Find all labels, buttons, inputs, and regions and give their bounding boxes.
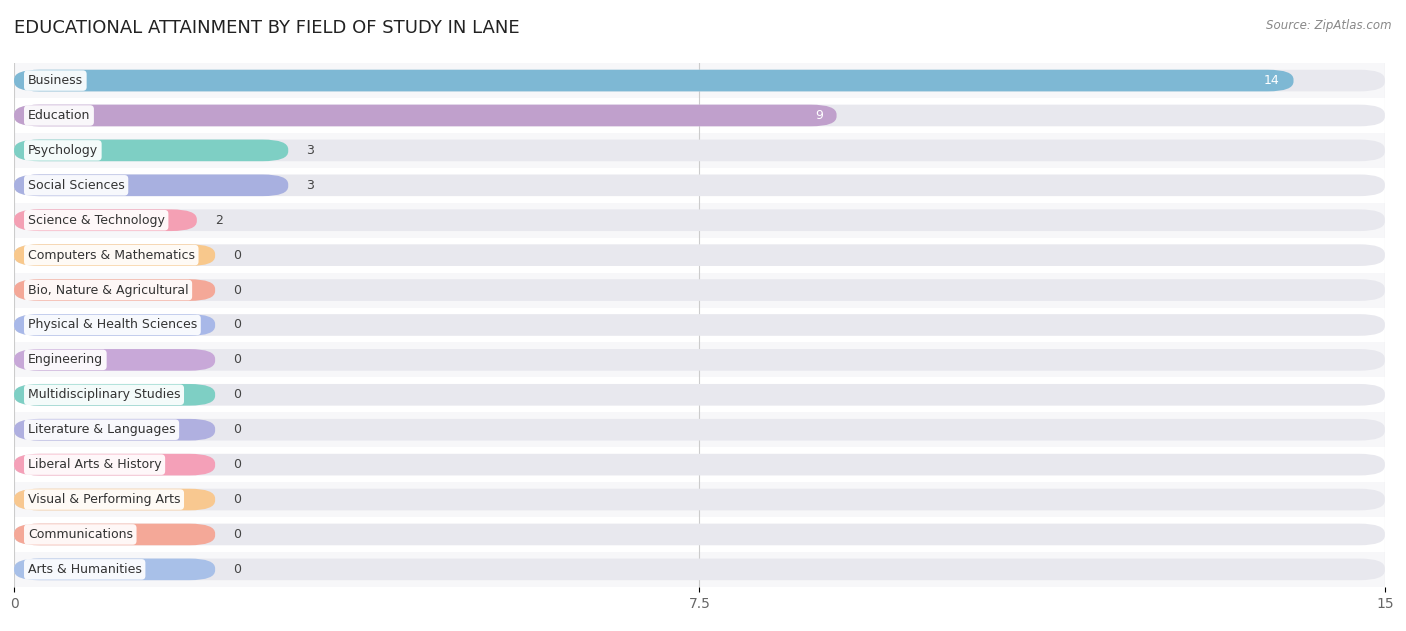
Bar — [14, 412, 1385, 447]
Text: 0: 0 — [233, 528, 242, 541]
FancyBboxPatch shape — [14, 524, 215, 545]
Bar — [14, 203, 1385, 238]
Bar — [14, 133, 1385, 168]
Text: Bio, Nature & Agricultural: Bio, Nature & Agricultural — [28, 283, 188, 297]
FancyBboxPatch shape — [14, 209, 1385, 231]
Text: 0: 0 — [233, 353, 242, 367]
Text: 9: 9 — [815, 109, 823, 122]
Bar — [14, 63, 1385, 98]
FancyBboxPatch shape — [14, 105, 837, 126]
Bar — [14, 517, 1385, 552]
FancyBboxPatch shape — [14, 349, 1385, 370]
FancyBboxPatch shape — [14, 454, 215, 475]
Text: Literature & Languages: Literature & Languages — [28, 423, 176, 436]
Text: Engineering: Engineering — [28, 353, 103, 367]
FancyBboxPatch shape — [14, 314, 1385, 336]
FancyBboxPatch shape — [14, 314, 215, 336]
FancyBboxPatch shape — [14, 70, 1385, 91]
FancyBboxPatch shape — [14, 175, 1385, 196]
Text: Visual & Performing Arts: Visual & Performing Arts — [28, 493, 180, 506]
Text: Arts & Humanities: Arts & Humanities — [28, 563, 142, 576]
FancyBboxPatch shape — [14, 280, 1385, 301]
FancyBboxPatch shape — [14, 384, 1385, 406]
FancyBboxPatch shape — [14, 244, 1385, 266]
Bar — [14, 552, 1385, 587]
FancyBboxPatch shape — [14, 384, 215, 406]
Bar — [14, 447, 1385, 482]
Text: Social Sciences: Social Sciences — [28, 179, 125, 192]
Bar — [14, 273, 1385, 307]
FancyBboxPatch shape — [14, 139, 288, 161]
Text: Liberal Arts & History: Liberal Arts & History — [28, 458, 162, 471]
FancyBboxPatch shape — [14, 280, 215, 301]
Bar — [14, 377, 1385, 412]
FancyBboxPatch shape — [14, 524, 1385, 545]
Bar — [14, 98, 1385, 133]
Text: 0: 0 — [233, 319, 242, 331]
Bar — [14, 343, 1385, 377]
Text: 0: 0 — [233, 563, 242, 576]
Text: 3: 3 — [307, 179, 315, 192]
Text: 3: 3 — [307, 144, 315, 157]
Text: Physical & Health Sciences: Physical & Health Sciences — [28, 319, 197, 331]
Bar — [14, 307, 1385, 343]
FancyBboxPatch shape — [14, 209, 197, 231]
Text: Business: Business — [28, 74, 83, 87]
Text: Multidisciplinary Studies: Multidisciplinary Studies — [28, 388, 180, 401]
FancyBboxPatch shape — [14, 349, 215, 370]
Text: EDUCATIONAL ATTAINMENT BY FIELD OF STUDY IN LANE: EDUCATIONAL ATTAINMENT BY FIELD OF STUDY… — [14, 19, 520, 37]
FancyBboxPatch shape — [14, 558, 1385, 580]
Bar — [14, 168, 1385, 203]
Text: Science & Technology: Science & Technology — [28, 214, 165, 227]
FancyBboxPatch shape — [14, 558, 215, 580]
FancyBboxPatch shape — [14, 244, 215, 266]
Text: 14: 14 — [1264, 74, 1279, 87]
Text: Education: Education — [28, 109, 90, 122]
FancyBboxPatch shape — [14, 419, 215, 440]
Bar — [14, 238, 1385, 273]
Text: Source: ZipAtlas.com: Source: ZipAtlas.com — [1267, 19, 1392, 32]
FancyBboxPatch shape — [14, 175, 288, 196]
Text: 0: 0 — [233, 249, 242, 262]
FancyBboxPatch shape — [14, 489, 1385, 510]
FancyBboxPatch shape — [14, 454, 1385, 475]
Text: 2: 2 — [215, 214, 224, 227]
Text: 0: 0 — [233, 388, 242, 401]
Text: Communications: Communications — [28, 528, 132, 541]
Text: 0: 0 — [233, 458, 242, 471]
Text: 0: 0 — [233, 493, 242, 506]
Bar — [14, 482, 1385, 517]
FancyBboxPatch shape — [14, 139, 1385, 161]
FancyBboxPatch shape — [14, 105, 1385, 126]
FancyBboxPatch shape — [14, 70, 1294, 91]
FancyBboxPatch shape — [14, 419, 1385, 440]
Text: 0: 0 — [233, 283, 242, 297]
Text: 0: 0 — [233, 423, 242, 436]
FancyBboxPatch shape — [14, 489, 215, 510]
Text: Psychology: Psychology — [28, 144, 98, 157]
Text: Computers & Mathematics: Computers & Mathematics — [28, 249, 195, 262]
